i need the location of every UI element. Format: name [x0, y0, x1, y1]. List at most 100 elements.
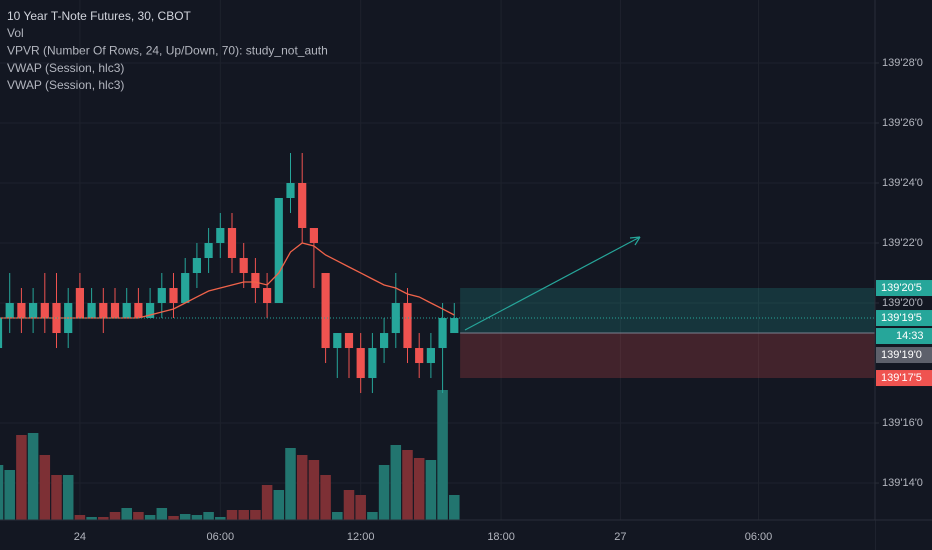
legend: 10 Year T-Note Futures, 30, CBOT Vol VPVR…	[7, 9, 328, 92]
candle-body	[391, 303, 400, 334]
candle-body	[333, 333, 342, 349]
volume-bar	[250, 510, 261, 520]
candle-body	[17, 303, 26, 319]
volume-bar	[191, 515, 203, 520]
arrow-head	[629, 236, 641, 246]
volume-bar	[16, 435, 27, 520]
volume-bar	[355, 495, 366, 520]
candle-body	[239, 258, 248, 274]
y-tick-label: 139'24'0	[882, 177, 923, 189]
target-label: 139'20'5	[881, 282, 922, 294]
volume-bar	[39, 455, 51, 520]
x-tick-label: 06:00	[207, 531, 235, 543]
volume-bar	[425, 460, 437, 520]
entry-label-bg	[876, 347, 932, 364]
volume-bar	[51, 475, 62, 520]
axes: 139'14'0 139'16'0 139'20'0 139'22'0 139'24'0…	[74, 57, 932, 543]
legend-entry: Vol	[7, 26, 24, 40]
y-tick-label: 139'20'0	[882, 297, 923, 309]
vwap-line	[0, 242, 455, 319]
volume-bar	[296, 455, 308, 520]
y-tick-label: 139'16'0	[882, 417, 923, 429]
candle-body	[344, 333, 354, 349]
price-axis	[875, 0, 932, 550]
x-tick-label: 12:00	[347, 531, 375, 543]
y-tick-label: 139'26'0	[882, 117, 923, 129]
volume-bar	[62, 475, 74, 520]
volume-bar	[109, 512, 121, 520]
candles	[0, 152, 459, 394]
volume-bar	[238, 510, 249, 520]
loss-zone	[460, 333, 875, 379]
volume-bar	[98, 517, 109, 520]
candle-body	[169, 288, 178, 304]
y-tick-label: 139'28'0	[882, 57, 923, 69]
entry-label: 139'19'0	[881, 349, 922, 361]
candle-body	[204, 243, 213, 259]
legend-entry: VWAP (Session, hlc3)	[7, 61, 124, 75]
volume-bar	[343, 490, 355, 520]
volume-bar	[378, 465, 390, 520]
countdown-bg	[876, 328, 932, 345]
candle-body	[368, 348, 377, 379]
chart-title: 10 Year T-Note Futures, 30, CBOT	[7, 9, 192, 23]
candle-body	[40, 303, 49, 319]
candle-body	[99, 303, 108, 319]
candle-body	[321, 273, 330, 349]
volume-bar	[121, 508, 132, 520]
countdown: 14:33	[896, 330, 924, 342]
volume-bar	[133, 512, 144, 520]
candle-body	[29, 303, 38, 319]
volume-bar	[168, 516, 179, 520]
position-tool	[460, 288, 875, 379]
candle-body	[157, 288, 166, 304]
volume-bar	[0, 465, 4, 520]
volume-bar	[437, 390, 448, 520]
target-label-bg	[876, 280, 932, 297]
volume-bar	[332, 512, 343, 520]
volume-bar	[367, 512, 378, 520]
volume-bar	[449, 495, 460, 520]
candle-body	[146, 303, 155, 319]
volume	[0, 390, 460, 520]
candle-body	[122, 303, 131, 319]
candle-body	[87, 303, 96, 319]
profit-zone	[460, 288, 875, 334]
projection-arrow	[464, 236, 641, 331]
candle-body	[75, 288, 85, 319]
candle-body	[0, 318, 3, 349]
last-price-label: 139'19'5	[881, 312, 922, 324]
volume-bar	[320, 475, 331, 520]
candle-body	[309, 228, 318, 244]
candle-body	[298, 182, 307, 229]
candle-body	[216, 228, 225, 244]
grid	[0, 0, 875, 520]
candle-body	[263, 288, 272, 304]
last-price-label-bg	[876, 310, 932, 327]
volume-bar	[27, 433, 39, 520]
volume-bar	[402, 450, 413, 520]
volume-bar	[86, 517, 97, 520]
time-axis	[0, 520, 875, 550]
candle-body	[426, 348, 435, 364]
volume-bar	[285, 448, 296, 520]
legend-entry: VWAP (Session, hlc3)	[7, 78, 124, 92]
candle-body	[356, 348, 365, 379]
candle-body	[286, 182, 295, 199]
candle-body	[192, 258, 201, 274]
candle-body	[274, 198, 283, 304]
volume-bar	[215, 517, 226, 520]
stop-label: 139'17'5	[881, 372, 922, 384]
x-tick-label: 06:00	[745, 531, 773, 543]
volume-bar	[226, 510, 238, 520]
x-tick-label: 27	[614, 531, 626, 543]
y-tick-label: 139'14'0	[882, 477, 923, 489]
y-tick-label: 139'22'0	[882, 237, 923, 249]
candle-body	[134, 303, 143, 319]
volume-bar	[261, 485, 273, 520]
volume-bar	[390, 445, 402, 520]
volume-bar	[203, 512, 214, 520]
x-tick-label: 24	[74, 531, 86, 543]
